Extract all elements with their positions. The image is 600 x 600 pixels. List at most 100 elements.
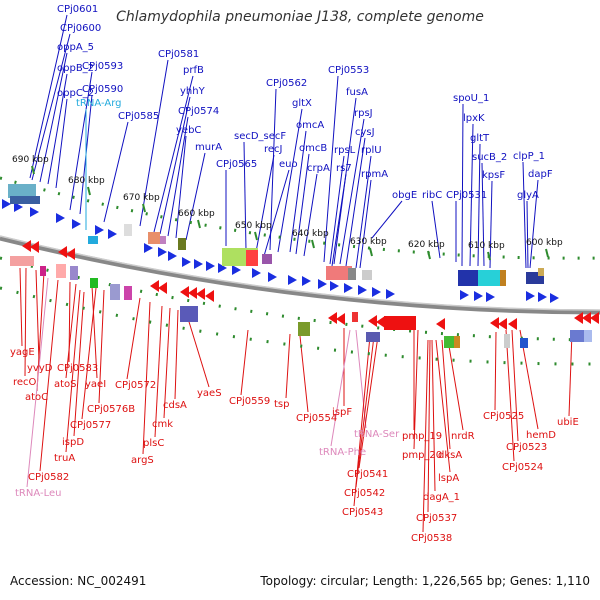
reverse-label-connector xyxy=(126,297,141,380)
forward-gene-label: CPj0601 xyxy=(57,4,98,15)
reverse-label-connector xyxy=(24,267,27,377)
reverse-gene-label: ispD xyxy=(62,437,84,448)
reverse-gene-label: pmp_19 xyxy=(402,431,442,442)
reverse-gene-label: cdsA xyxy=(163,400,187,411)
gene-block xyxy=(500,270,506,286)
forward-gene-label: CPj0565 xyxy=(216,159,257,170)
kbp-label: 630 kbp xyxy=(350,237,387,247)
reverse-gene-label: dagA_1 xyxy=(423,492,460,503)
reverse-arrow xyxy=(574,312,583,324)
forward-label-connector xyxy=(355,155,372,269)
reverse-gene-label: argS xyxy=(131,455,154,466)
forward-gene-label: cysJ xyxy=(355,127,375,138)
reverse-arrow xyxy=(368,315,377,327)
forward-gene-label: oppA_5 xyxy=(57,42,94,53)
forward-arrow xyxy=(358,285,367,295)
gene-block xyxy=(124,286,132,300)
forward-label-connector xyxy=(323,75,339,263)
forward-label-connector xyxy=(529,179,539,269)
forward-label-connector xyxy=(255,154,275,253)
reverse-label-connector xyxy=(511,329,519,442)
forward-arrow xyxy=(372,287,381,297)
gene-block xyxy=(504,334,510,348)
forward-arrow xyxy=(538,292,547,302)
kbp-label: 620 kbp xyxy=(408,240,445,250)
forward-gene-label: yhhY xyxy=(180,86,206,97)
forward-arrow xyxy=(268,272,277,282)
forward-arrow xyxy=(56,213,65,223)
forward-arrow xyxy=(302,276,311,286)
forward-arrow xyxy=(486,292,495,302)
reverse-label-connector xyxy=(355,329,367,429)
forward-gene-label: glyA xyxy=(517,190,539,201)
reverse-label-connector xyxy=(39,279,59,472)
reverse-arrow xyxy=(205,290,214,302)
forward-gene-label: CPj0581 xyxy=(158,49,199,60)
forward-label-connector xyxy=(331,173,347,267)
reverse-arrow xyxy=(336,313,345,325)
forward-gene-label: CPj0585 xyxy=(118,111,159,122)
forward-arrow xyxy=(232,265,241,275)
forward-label-connector xyxy=(371,200,403,239)
gene-block xyxy=(8,184,36,198)
gene-block xyxy=(444,336,456,348)
forward-label-connector xyxy=(295,153,310,255)
reverse-gene-label: CPj0577 xyxy=(70,420,111,431)
forward-label-connector xyxy=(477,143,481,267)
forward-label-connector xyxy=(359,179,372,269)
forward-arrow xyxy=(168,251,177,261)
forward-gene-label: omcB xyxy=(299,143,327,154)
forward-arrow xyxy=(460,290,469,300)
forward-arrow xyxy=(386,289,395,299)
reverse-gene-label: hemD xyxy=(526,430,556,441)
reverse-arrow xyxy=(30,241,39,253)
forward-arrow xyxy=(526,291,535,301)
gene-block xyxy=(348,268,356,280)
kbp-tick xyxy=(487,251,491,261)
reverse-label-connector xyxy=(19,267,23,347)
forward-arrow xyxy=(288,275,297,285)
gene-block xyxy=(458,270,478,286)
forward-gene-label: recJ xyxy=(264,144,283,155)
reverse-gene-label: atoC xyxy=(25,392,48,403)
gene-block xyxy=(362,270,372,280)
forward-gene-label: dapF xyxy=(528,169,553,180)
reverse-arrow xyxy=(436,318,445,330)
forward-label-connector xyxy=(526,200,529,269)
forward-label-connector xyxy=(469,123,474,267)
reverse-gene-label: CPj0537 xyxy=(416,513,457,524)
reverse-label-connector xyxy=(65,289,81,453)
reverse-gene-label: CPj0582 xyxy=(28,472,69,483)
reverse-gene-label: yaeS xyxy=(197,388,222,399)
forward-label-connector xyxy=(277,108,303,253)
reverse-arrow xyxy=(180,286,189,298)
forward-label-connector xyxy=(243,141,247,251)
reverse-gene-label: ubiE xyxy=(557,417,579,428)
forward-arrow xyxy=(218,263,227,273)
kbp-label: 610 kbp xyxy=(468,241,505,251)
reverse-gene-label: CPj0541 xyxy=(347,469,388,480)
forward-label-connector xyxy=(289,130,307,253)
gene-block xyxy=(298,322,310,336)
gene-block xyxy=(148,232,160,244)
reverse-arrow xyxy=(498,318,507,330)
ring-1 xyxy=(0,235,600,315)
kbp-tick xyxy=(545,248,549,258)
forward-arrow xyxy=(252,268,261,278)
forward-gene-label: gltX xyxy=(292,98,312,109)
reverse-gene-label: recO xyxy=(13,377,37,388)
kbp-tick xyxy=(369,247,373,257)
reverse-arrow xyxy=(150,280,159,292)
reverse-gene-label: CPj0572 xyxy=(115,380,156,391)
reverse-gene-label: CPj0523 xyxy=(506,442,547,453)
gene-block xyxy=(584,330,592,342)
kbp-tick xyxy=(197,219,201,229)
map-rings xyxy=(0,176,600,366)
forward-gene-label: rplU xyxy=(361,145,382,156)
gene-block xyxy=(454,336,460,348)
forward-label-connector xyxy=(153,75,194,233)
gene-block xyxy=(90,278,98,288)
gene-block xyxy=(110,284,120,300)
forward-gene-label: rpsJ xyxy=(354,108,373,119)
reverse-gene-label: cmk xyxy=(152,419,173,430)
